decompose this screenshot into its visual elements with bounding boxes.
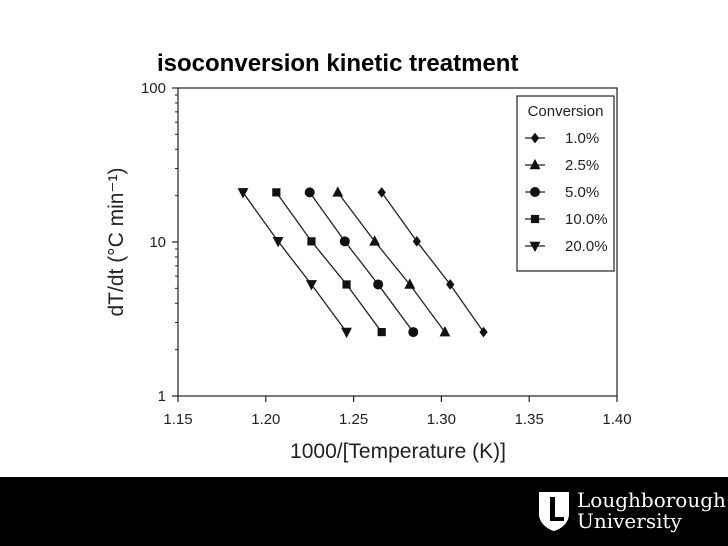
- data-point: [369, 235, 381, 246]
- legend-entry: 1.0%: [525, 130, 599, 147]
- legend: Conversion 1.0% 2.5% 5.0% 10.0% 20.0%: [516, 95, 615, 272]
- shield-logo-icon: [539, 492, 569, 531]
- series-4: [272, 188, 386, 337]
- data-point: [373, 279, 384, 290]
- x-tick-label: 1.20: [251, 411, 280, 428]
- series-2: [332, 186, 451, 337]
- data-point: [341, 327, 353, 339]
- data-point: [307, 237, 316, 246]
- data-point: [412, 236, 421, 247]
- x-tick-label: 1.30: [427, 411, 456, 428]
- footer-bar: [0, 477, 728, 546]
- legend-entry: 5.0%: [525, 184, 599, 201]
- logo-text: Loughborough University: [577, 490, 726, 532]
- data-point: [304, 187, 315, 198]
- x-tick-label: 1.40: [602, 411, 631, 428]
- data-point: [377, 327, 386, 337]
- x-tick-label: 1.35: [515, 411, 544, 428]
- legend-title: Conversion: [528, 103, 604, 120]
- legend-label: 5.0%: [565, 184, 599, 201]
- data-point: [404, 278, 416, 289]
- legend-marker: [530, 187, 540, 197]
- series-3: [304, 187, 419, 338]
- university-logo: Loughborough University: [537, 490, 726, 532]
- logo-line-2: University: [577, 509, 682, 533]
- data-point: [272, 237, 284, 248]
- legend-label: 1.0%: [565, 130, 599, 147]
- axis-ticks: 1.15 1.20 1.25 1.30 1.35 1.40 1 10 100: [141, 80, 632, 428]
- series-line: [337, 191, 446, 333]
- series-line: [309, 191, 414, 333]
- series-line: [381, 191, 485, 333]
- data-point: [306, 280, 317, 291]
- data-point: [237, 188, 249, 199]
- series-5: [237, 188, 353, 339]
- y-tick-label: 1: [158, 388, 166, 405]
- data-point: [342, 280, 351, 289]
- x-axis-label: 1000/[Temperature (K)]: [290, 440, 506, 463]
- x-tick-label: 1.25: [339, 411, 368, 428]
- chart: 1.15 1.20 1.25 1.30 1.35 1.40 1 10 100 Conversio…: [105, 80, 632, 463]
- data-point: [408, 327, 419, 338]
- slide-title: isoconversion kinetic treatment: [157, 50, 519, 77]
- y-axis-label: dT/dt (°C min⁻¹): [105, 168, 128, 317]
- y-tick-label: 10: [149, 234, 166, 251]
- legend-marker: [529, 158, 541, 170]
- data-point: [272, 188, 281, 197]
- legend-label: 10.0%: [565, 211, 608, 228]
- x-tick-label: 1.15: [163, 411, 192, 428]
- data-point: [479, 326, 488, 338]
- legend-entry: 10.0%: [525, 211, 608, 228]
- legend-marker: [530, 132, 540, 144]
- legend-marker: [529, 241, 541, 253]
- data-point: [377, 187, 386, 198]
- data-point: [446, 279, 455, 290]
- series-line: [275, 191, 383, 333]
- logo-line-1: Loughborough: [577, 488, 726, 512]
- series-line: [242, 191, 348, 333]
- data-point: [439, 326, 451, 337]
- series-layer: [237, 186, 488, 339]
- legend-entry: 20.0%: [525, 238, 608, 255]
- data-point: [339, 236, 350, 247]
- legend-entry: 2.5%: [525, 157, 599, 174]
- data-point: [332, 186, 344, 197]
- y-tick-label: 100: [141, 80, 166, 97]
- legend-label: 2.5%: [565, 157, 599, 174]
- legend-marker: [530, 214, 540, 224]
- series-1: [377, 187, 488, 338]
- legend-label: 20.0%: [565, 238, 608, 255]
